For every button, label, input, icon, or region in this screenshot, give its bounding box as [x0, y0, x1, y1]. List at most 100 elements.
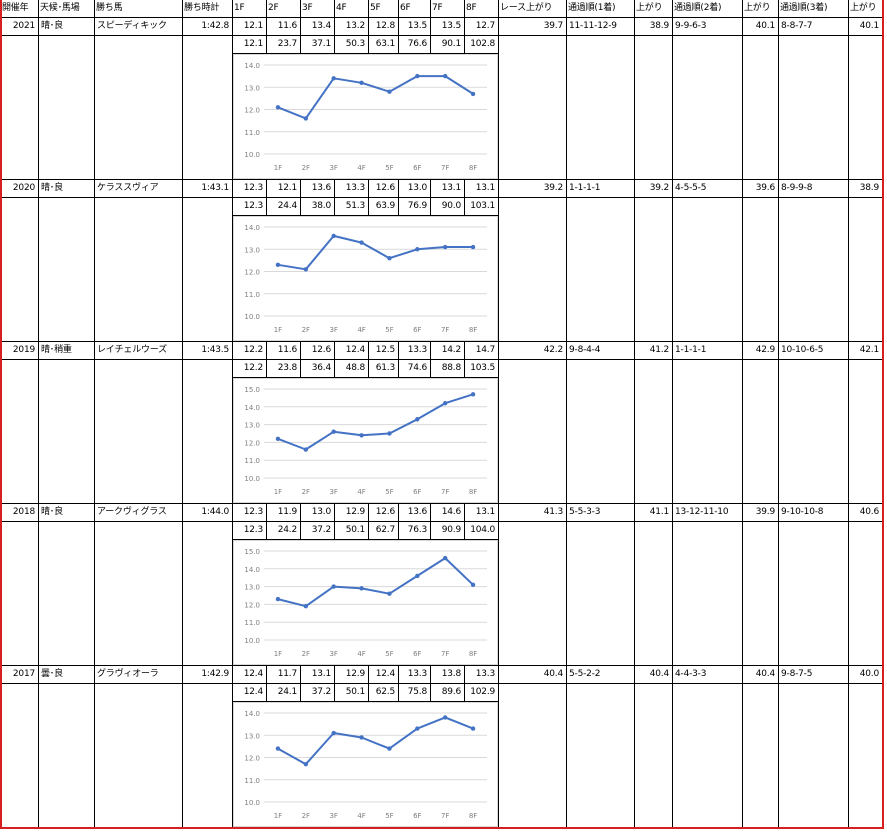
row-divider [0, 197, 882, 198]
lap-time-4f: 12.9 [345, 669, 365, 679]
race-time: 1:43.5 [201, 345, 229, 355]
header-f3: 3F [302, 3, 313, 13]
header-f8: 8F [466, 3, 477, 13]
lap-time-series-line [277, 75, 474, 120]
passing-order-3rd: 9-8-7-5 [781, 669, 813, 679]
lap-time-point [470, 91, 476, 97]
cumulative-divider [300, 197, 301, 216]
x-tick-label: 5F [385, 812, 393, 820]
race-year: 2018 [12, 507, 35, 517]
header-last3: 上がり [850, 3, 877, 13]
y-tick-label: 12.0 [244, 269, 260, 277]
y-tick-label: 11.0 [244, 777, 260, 785]
x-tick-label: 5F [385, 650, 393, 658]
header-last2: 上がり [744, 3, 771, 13]
cumulative-time-8f: 103.5 [470, 363, 495, 373]
lap-time-5f: 12.8 [375, 21, 395, 31]
x-tick-label: 6F [413, 812, 421, 820]
last-3f-2nd: 40.1 [755, 21, 775, 31]
cumulative-time-4f: 51.3 [345, 201, 365, 211]
header-race-last: レース上がり [500, 3, 553, 13]
cumulative-time-6f: 76.6 [407, 39, 427, 49]
lap-time-6f: 13.3 [407, 345, 427, 355]
cumulative-divider [334, 683, 335, 702]
cumulative-time-6f: 76.3 [407, 525, 427, 535]
y-tick-label: 11.0 [244, 619, 260, 627]
col-divider [300, 180, 301, 197]
lap-time-point [275, 746, 281, 751]
last-3f-2nd: 40.4 [755, 669, 775, 679]
cumulative-time-8f: 104.0 [470, 525, 495, 535]
y-tick-label: 10.0 [244, 799, 260, 807]
lap-time-point [359, 586, 364, 591]
x-tick-label: 1F [274, 326, 282, 334]
lap-time-point [387, 255, 392, 261]
lap-time-4f: 13.3 [345, 183, 365, 193]
x-tick-label: 4F [357, 164, 365, 172]
race-weather: 晴･良 [41, 507, 63, 517]
x-tick-label: 8F [469, 326, 477, 334]
lap-time-point [387, 431, 392, 436]
cumulative-divider [266, 359, 267, 378]
lap-time-point [442, 555, 448, 561]
col-divider [742, 0, 743, 828]
col-divider [778, 0, 779, 828]
race-time: 1:42.8 [201, 21, 229, 31]
col-divider [266, 0, 267, 18]
x-tick-label: 2F [302, 650, 310, 658]
lap-time-point [275, 436, 281, 442]
lap-chart-svg: 10.0 11.0 12.0 13.0 14.0 1F 2F 3F 4F 5F 6F 7F 8F [244, 224, 487, 334]
cumulative-divider [266, 521, 267, 540]
col-divider [464, 0, 465, 18]
lap-time-5f: 12.6 [375, 183, 395, 193]
lap-chart-svg: 10.0 11.0 12.0 13.0 14.0 1F 2F 3F 4F 5F 6F 7F 8F [244, 62, 487, 172]
col-divider [334, 18, 335, 35]
x-tick-label: 6F [413, 326, 421, 334]
y-tick-label: 11.0 [244, 457, 260, 465]
lap-time-point [359, 735, 364, 740]
block-bottom-line [0, 341, 882, 342]
cumulative-divider [430, 35, 431, 54]
x-tick-label: 3F [329, 488, 337, 496]
header-pass3: 通過順(3着) [780, 3, 828, 13]
lap-time-point [303, 447, 309, 452]
lap-time-6f: 13.6 [407, 507, 427, 517]
col-divider [398, 342, 399, 359]
col-divider [498, 0, 499, 828]
x-tick-label: 5F [385, 164, 393, 172]
race-time: 1:44.0 [201, 507, 229, 517]
cumulative-time-5f: 62.5 [375, 687, 395, 697]
cumulative-time-1f: 12.4 [243, 687, 263, 697]
lap-time-point [387, 746, 392, 751]
passing-order-2nd: 4-5-5-5 [675, 183, 707, 193]
lap-time-point [303, 267, 309, 272]
cumulative-divider [368, 35, 369, 54]
lap-time-point [359, 433, 364, 438]
lap-chart: 10.0 11.0 12.0 13.0 14.0 1F 2F 3F 4F 5F 6F 7F 8F [233, 702, 498, 827]
cumulative-divider [266, 35, 267, 54]
lap-time-point [387, 89, 392, 94]
lap-time-point [442, 73, 448, 79]
lap-chart-svg: 10.0 11.0 12.0 13.0 14.0 15.0 1F 2F 3F 4F 5F 6F 7F 8F [244, 386, 487, 496]
col-divider [430, 666, 431, 683]
cumulative-time-4f: 50.3 [345, 39, 365, 49]
col-divider [300, 18, 301, 35]
cumulative-divider [368, 359, 369, 378]
col-divider [398, 666, 399, 683]
y-tick-label: 15.0 [244, 548, 260, 556]
x-tick-label: 8F [469, 650, 477, 658]
lap-time-series-line [277, 393, 474, 451]
cumulative-time-5f: 62.7 [375, 525, 395, 535]
passing-order-1st: 5-5-2-2 [569, 669, 601, 679]
cumulative-time-7f: 90.0 [441, 201, 461, 211]
cumulative-divider [266, 197, 267, 216]
lap-time-6f: 13.0 [407, 183, 427, 193]
cumulative-divider [334, 521, 335, 540]
lap-time-3f: 13.6 [311, 183, 331, 193]
y-tick-label: 13.0 [244, 584, 260, 592]
cumulative-row-bottom-line [232, 701, 498, 702]
lap-time-1f: 12.4 [243, 669, 263, 679]
lap-time-series-line [277, 716, 474, 766]
race-weather: 曇･良 [41, 669, 63, 679]
col-divider [672, 0, 673, 828]
